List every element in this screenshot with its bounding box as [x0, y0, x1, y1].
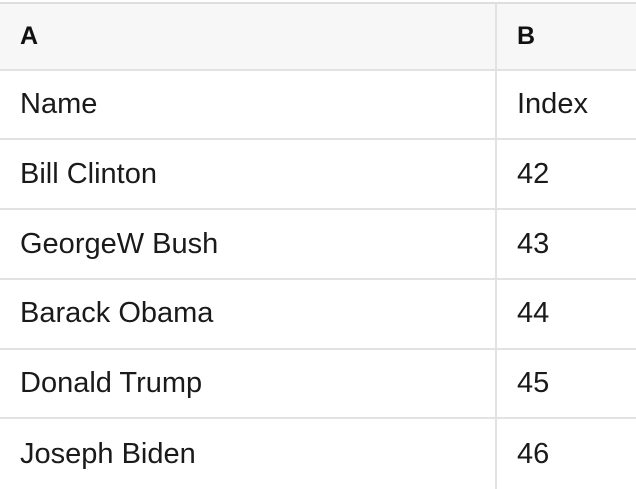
- cell-index[interactable]: 44: [517, 297, 550, 330]
- cell-name[interactable]: Joseph Biden: [0, 419, 497, 489]
- table-row: GeorgeW Bush 43: [0, 210, 636, 280]
- table-row: Bill Clinton 42: [0, 140, 636, 211]
- cell-name[interactable]: Donald Trump: [0, 349, 497, 418]
- cell-index-header[interactable]: Index: [517, 88, 588, 121]
- table-row: Barack Obama 44: [0, 279, 636, 350]
- column-header-a[interactable]: A: [0, 4, 497, 69]
- cell-name-header[interactable]: Name: [0, 70, 497, 139]
- cell-name[interactable]: Bill Clinton: [0, 140, 497, 209]
- table-row: Name Index: [0, 70, 636, 141]
- cell-index[interactable]: 42: [517, 157, 550, 190]
- cell-index[interactable]: 43: [517, 227, 550, 260]
- table-row: Donald Trump 45: [0, 349, 636, 420]
- cell-index[interactable]: 46: [517, 437, 550, 470]
- cell-name[interactable]: Barack Obama: [0, 279, 497, 348]
- cell-index[interactable]: 45: [517, 366, 550, 399]
- column-header-row: A B: [0, 4, 636, 71]
- table-row: Joseph Biden 46: [0, 419, 636, 489]
- column-header-b[interactable]: B: [517, 21, 536, 50]
- cell-name[interactable]: GeorgeW Bush: [0, 210, 497, 278]
